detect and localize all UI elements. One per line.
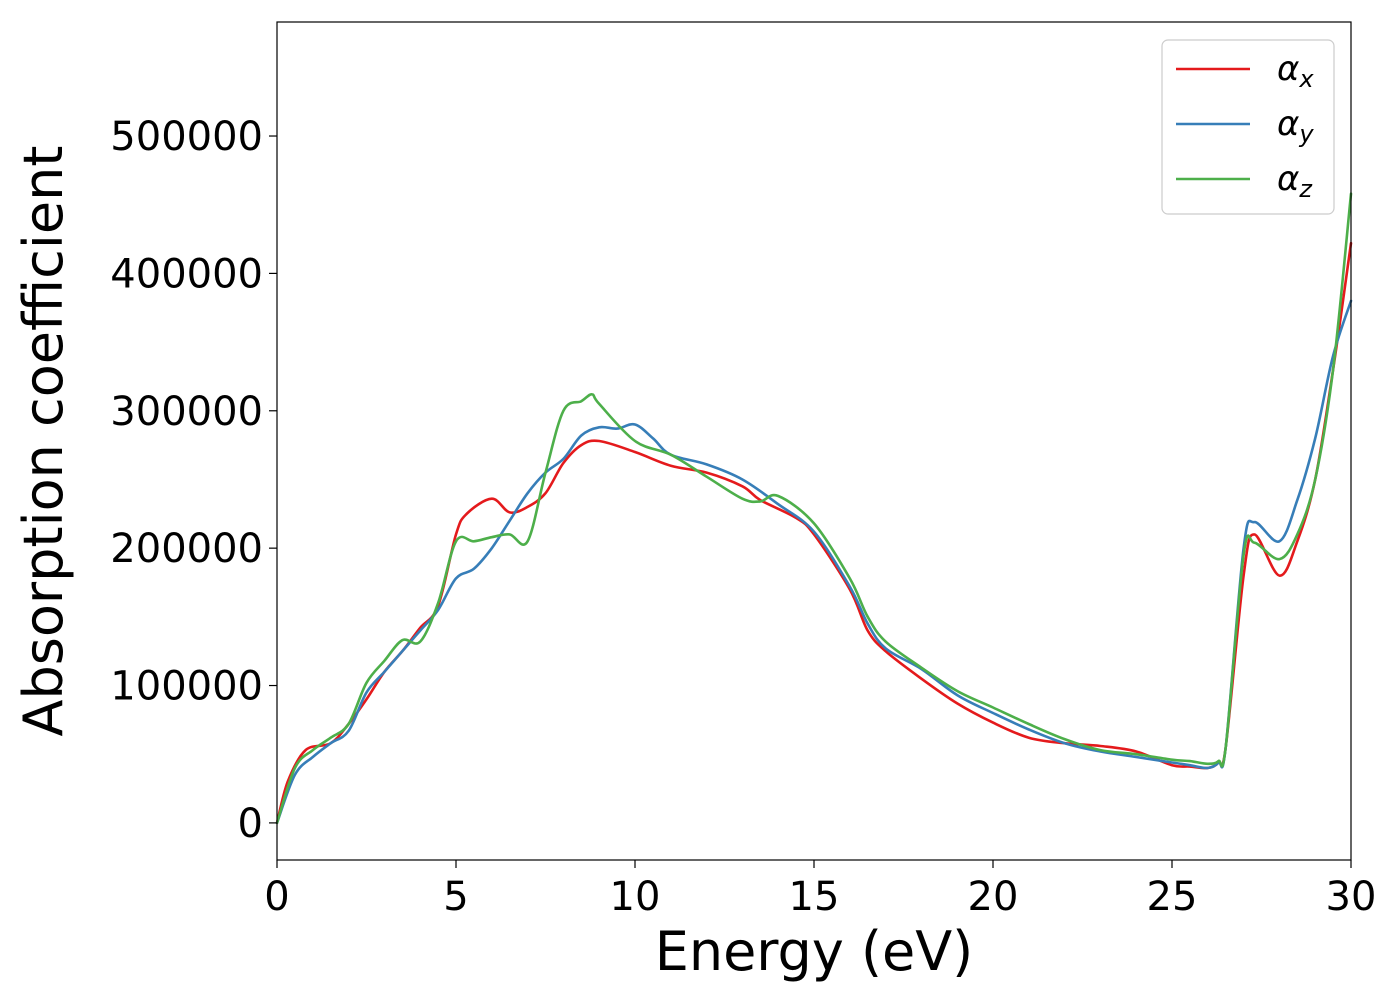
y-tick-label: 0 (238, 801, 263, 847)
legend-box (1161, 39, 1335, 215)
x-axis-ticks: 0 5 10 15 20 25 30 (264, 860, 1376, 920)
x-axis-label: Energy (eV) (655, 920, 974, 983)
x-tick-label: 15 (789, 874, 840, 920)
y-axis-ticks: 0 100000 200000 300000 400000 500000 (110, 114, 277, 847)
y-tick-label: 300000 (110, 389, 263, 435)
y-tick-label: 400000 (110, 251, 263, 297)
x-tick-label: 20 (968, 874, 1019, 920)
x-tick-label: 30 (1326, 874, 1377, 920)
x-tick-label: 0 (264, 874, 289, 920)
series-line-3 (275, 192, 1353, 825)
x-tick-label: 25 (1147, 874, 1198, 920)
x-tick-label: 10 (610, 874, 661, 920)
y-tick-label: 100000 (110, 664, 263, 710)
y-tick-label: 200000 (110, 526, 263, 572)
y-tick-label: 500000 (110, 114, 263, 160)
series-layer (275, 192, 1353, 825)
x-tick-label: 5 (443, 874, 468, 920)
y-axis-label: Absorption coefficient (12, 146, 75, 737)
series-line-2 (275, 299, 1353, 825)
